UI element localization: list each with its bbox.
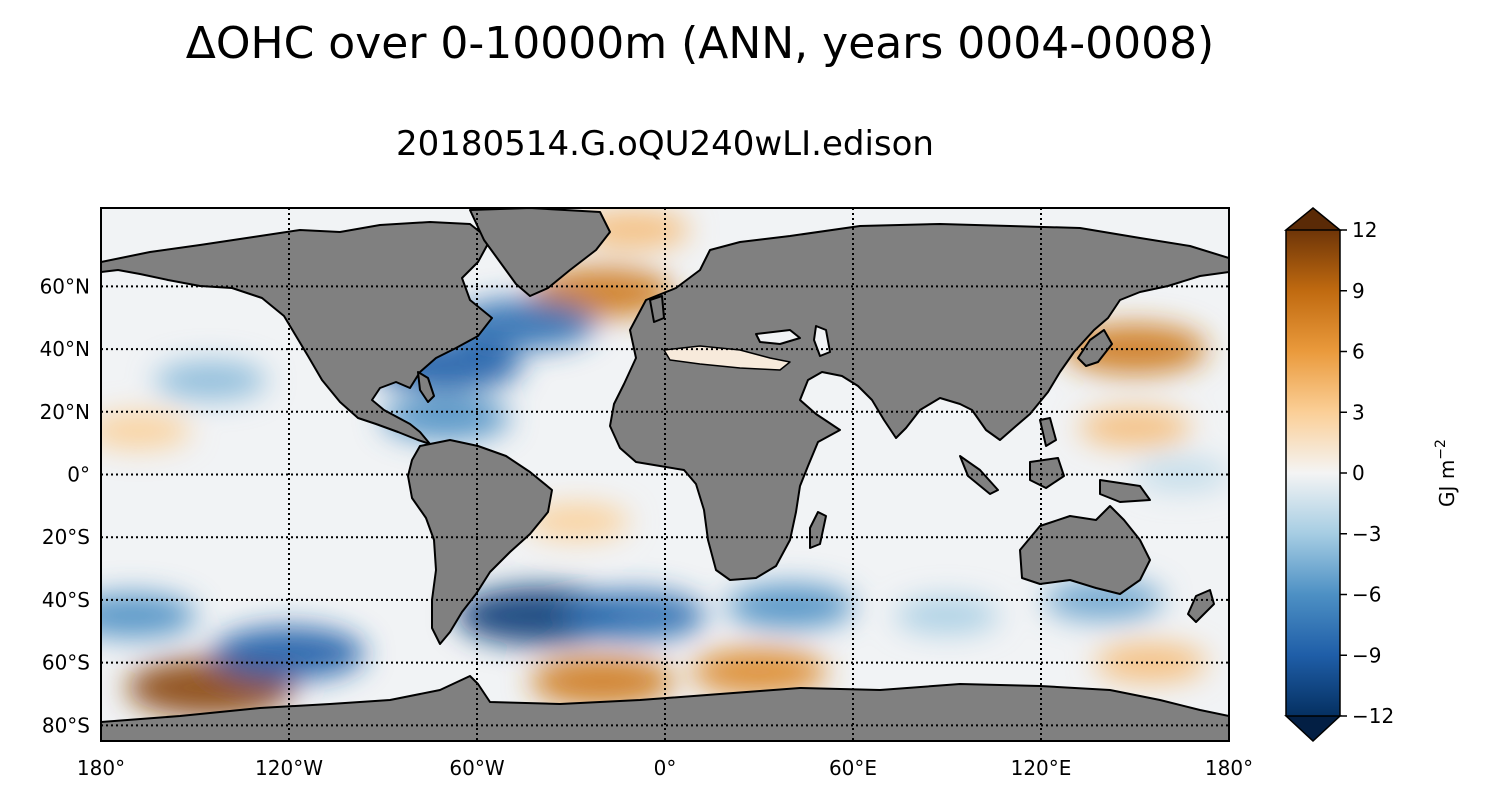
colorbar-label-base: GJ m	[1435, 460, 1459, 507]
anomaly-blob	[101, 412, 191, 449]
anomaly-blob	[154, 360, 267, 401]
lat-tick-label: 60°N	[40, 274, 90, 298]
colorbar: 12 9 6 3 0 −3 −6 −9 −12 GJ m−2	[1283, 207, 1459, 743]
lat-tick-label: 40°N	[40, 337, 90, 361]
sea-mediterranean	[663, 345, 791, 371]
figure-title: ΔOHC over 0-10000m (ANN, years 0004-0008…	[185, 18, 1215, 69]
anomaly-blob	[530, 656, 675, 707]
lat-ticks: 60°N 40°N 20°N 0° 20°S 40°S 60°S 80°S	[40, 274, 90, 737]
lon-tick-label: 180°	[77, 756, 125, 780]
lon-tick-label: 60°E	[829, 756, 877, 780]
lon-tick-label: 60°W	[449, 756, 504, 780]
lat-tick-label: 40°S	[42, 588, 90, 612]
land-afro-eurasia	[609, 223, 1229, 581]
land-south-america	[407, 439, 553, 645]
colorbar-tick-label: 3	[1352, 400, 1365, 424]
colorbar-tick-label: 0	[1352, 461, 1365, 485]
lat-tick-label: 80°S	[42, 713, 90, 737]
land-new-guinea	[1099, 479, 1151, 503]
figure-subtitle: 20180514.G.oQU240wLI.edison	[396, 124, 934, 164]
colorbar-tick-label: −12	[1352, 704, 1394, 728]
map-frame	[100, 207, 1230, 742]
lon-tick-label: 120°E	[1011, 756, 1072, 780]
lon-ticks: 180° 120°W 60°W 0° 60°E 120°E 180°	[77, 756, 1253, 780]
colorbar-extend-max	[1283, 207, 1343, 231]
anomaly-blob	[1079, 407, 1191, 448]
anomaly-blob	[1094, 643, 1207, 683]
lat-tick-label: 20°N	[40, 400, 90, 424]
anomaly-blob	[895, 597, 999, 634]
anomaly-blob	[452, 298, 596, 350]
colorbar-ticks: 12 9 6 3 0 −3 −6 −9 −12	[1340, 218, 1394, 728]
land-masses	[101, 208, 1229, 741]
land-borneo	[1029, 457, 1065, 489]
anomaly-blob	[1043, 578, 1164, 621]
land-philippines	[1039, 417, 1057, 447]
colorbar-tick-label: 6	[1352, 340, 1365, 364]
land-greenland	[469, 208, 611, 297]
lon-tick-label: 180°	[1205, 756, 1253, 780]
land-new-zealand	[1187, 589, 1215, 623]
colorbar-label-exponent: −2	[1433, 439, 1449, 460]
colorbar-extend-min	[1284, 715, 1342, 743]
anomaly-blob	[577, 210, 690, 250]
land-madagascar	[809, 511, 827, 549]
anomaly-blob	[726, 583, 855, 629]
colorbar-body	[1286, 230, 1340, 716]
sea-black	[755, 329, 801, 345]
lon-tick-label: 0°	[654, 756, 677, 780]
anomaly-blob	[691, 648, 827, 696]
gridlines	[101, 208, 1229, 741]
anomaly-blob	[101, 593, 197, 638]
lat-tick-label: 0°	[67, 463, 90, 487]
lon-tick-label: 120°W	[255, 756, 323, 780]
land-japan	[1077, 329, 1113, 367]
colorbar-tick-label: −6	[1352, 583, 1381, 607]
lat-tick-label: 60°S	[42, 651, 90, 675]
colorbar-tick-label: −9	[1352, 643, 1381, 667]
anomaly-blob	[561, 590, 706, 641]
land-australia	[1019, 505, 1151, 595]
land-florida	[417, 371, 435, 403]
anomaly-blob	[525, 503, 630, 540]
lat-tick-label: 20°S	[42, 525, 90, 549]
colorbar-tick-label: −3	[1352, 522, 1381, 546]
colorbar-label: GJ m−2	[1433, 439, 1459, 507]
colorbar-tick-label: 12	[1352, 218, 1377, 242]
land-north-america	[101, 221, 493, 445]
land-sumatra	[959, 455, 999, 495]
colorbar-tick-label: 9	[1352, 279, 1365, 303]
anomaly-field	[101, 210, 1229, 718]
